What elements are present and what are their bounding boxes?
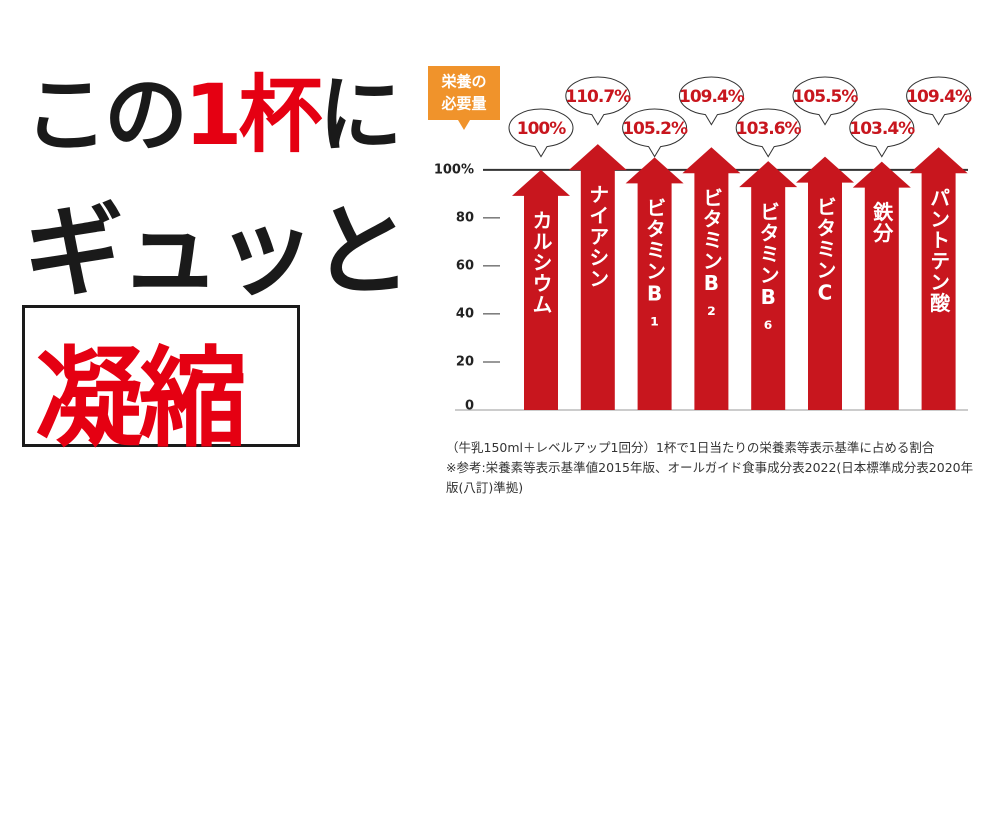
headline-part: 1杯: [184, 66, 322, 164]
value-label: 100%: [517, 119, 566, 139]
headline-line1: この1杯に: [24, 48, 402, 169]
bubble: [678, 76, 744, 126]
badge-shape: [428, 66, 500, 130]
bubble: [565, 76, 631, 126]
bubble: [508, 108, 574, 158]
value-label: 103.6%: [736, 119, 802, 139]
headline-part: この: [24, 66, 188, 164]
bubble: [735, 108, 801, 158]
y-tick-label: 40: [456, 306, 474, 321]
arrow-bar: [796, 156, 854, 410]
x-tick-label: ビタミンB₁: [643, 197, 667, 331]
y-tick-label: 0: [465, 399, 474, 414]
badge-text: 栄養の: [440, 73, 486, 91]
arrow-bar: [568, 144, 627, 410]
x-tick-label: 鉄分: [870, 200, 894, 243]
arrow-bar: [852, 161, 911, 410]
value-label: 110.7%: [565, 87, 631, 107]
y-tick-label: 20: [456, 354, 474, 369]
x-tick-label: ビタミンC: [813, 196, 837, 305]
x-tick-label: ナイアシン: [586, 184, 610, 289]
value-label: 109.4%: [906, 87, 972, 107]
arrow-bar: [625, 157, 684, 410]
arrow-bar: [739, 161, 798, 410]
y-tick-label: 60: [456, 258, 474, 273]
headline-part: に: [318, 66, 402, 164]
x-tick-label: ビタミンB₂: [699, 187, 723, 321]
headline-box: 凝縮: [22, 305, 300, 462]
arrow-bar: [909, 147, 968, 411]
value-label: 103.4%: [849, 119, 915, 139]
badge-text: 必要量: [440, 95, 486, 113]
bubble: [906, 76, 972, 126]
bubble: [622, 108, 688, 158]
headline-line3: 凝縮: [35, 337, 247, 462]
arrow-bar: [682, 147, 741, 411]
headline-line2: ギュッと: [24, 193, 412, 310]
notes: （牛乳150ml＋レベルアップ1回分）1杯で1日当たりの栄養素等表示基準に占める…: [446, 438, 976, 498]
value-label: 105.5%: [793, 87, 859, 107]
value-label: 109.4%: [679, 87, 745, 107]
note: ※参考:栄養素等表示基準値2015年版、オールガイド食事成分表2022(日本標準…: [446, 460, 974, 495]
x-tick-label: ビタミンB₆: [756, 201, 780, 335]
arrow-bar: [512, 169, 570, 410]
value-label: 105.2%: [622, 119, 688, 139]
x-tick-label: パントテン酸: [927, 187, 951, 313]
y-tick-label: 80: [456, 210, 474, 225]
bubble: [849, 108, 915, 158]
note: （牛乳150ml＋レベルアップ1回分）1杯で1日当たりの栄養素等表示基準に占める…: [446, 440, 935, 455]
chart: 栄養の 必要量 0 20 40 60 80 100% 100% カルシウム 110.7% ナイアシ…: [428, 66, 973, 414]
bubble: [792, 76, 858, 126]
y-tick-label: 100%: [434, 162, 474, 177]
x-tick-label: カルシウム: [529, 210, 553, 315]
